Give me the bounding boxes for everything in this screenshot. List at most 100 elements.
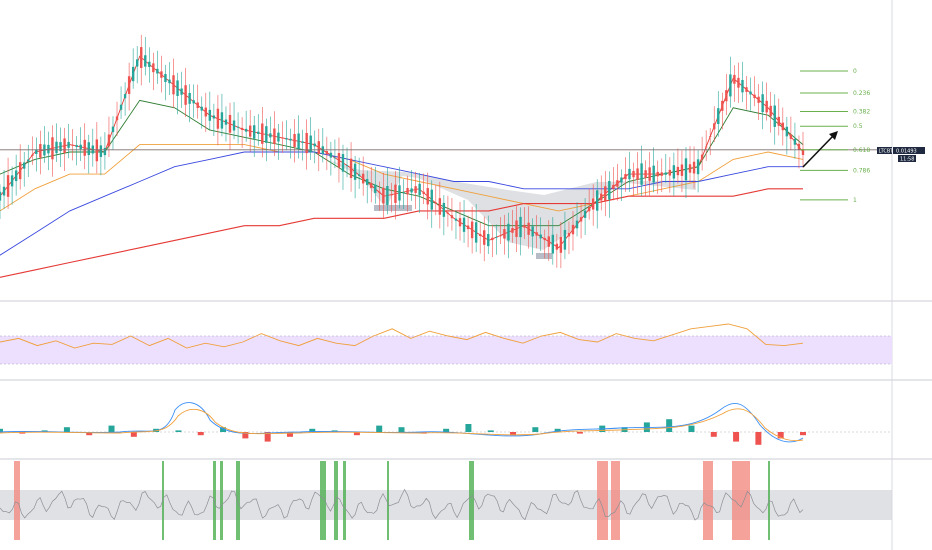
- candle-body: [717, 108, 720, 125]
- candle-body: [713, 123, 716, 130]
- candle-body: [168, 79, 171, 84]
- candle-body: [325, 151, 329, 155]
- macd-histogram-bar: [376, 425, 383, 432]
- candle-body: [353, 163, 357, 180]
- candle-body: [2, 186, 6, 196]
- last-price-label: 0.01493: [896, 149, 917, 155]
- macd-histogram-bar: [220, 427, 227, 432]
- candle-body: [700, 154, 704, 160]
- fib-level-label: 0.5: [853, 123, 863, 130]
- candle-body: [224, 119, 228, 125]
- candle-body: [765, 100, 768, 113]
- candle-body: [160, 71, 163, 78]
- macd-histogram-bar: [755, 432, 762, 445]
- candle-body: [583, 210, 587, 218]
- candle-body: [600, 193, 603, 201]
- candle-body: [668, 169, 672, 176]
- candle-body: [386, 185, 389, 206]
- candle-body: [801, 148, 805, 156]
- candle-body: [366, 179, 369, 185]
- projection-arrow[interactable]: [802, 134, 835, 168]
- candle-body: [608, 180, 611, 200]
- candle-body: [628, 168, 631, 180]
- candle-body: [293, 133, 296, 147]
- osc-highlight-bar: [236, 461, 240, 540]
- macd-histogram-bar: [398, 427, 405, 432]
- macd-histogram-bar: [532, 427, 539, 432]
- macd-histogram-bar: [130, 432, 137, 437]
- candle-body: [269, 133, 272, 138]
- moving-average-line: [0, 151, 803, 256]
- candle-body: [253, 125, 256, 139]
- candle-body: [575, 220, 579, 229]
- candle-body: [212, 115, 216, 119]
- candle-body: [176, 80, 179, 96]
- candle-body: [208, 109, 212, 121]
- osc-highlight-bar: [343, 461, 346, 540]
- candle-body: [438, 198, 442, 215]
- candle-body: [624, 174, 627, 180]
- macd-histogram-bar: [443, 428, 450, 432]
- candle-body: [725, 90, 728, 102]
- candle-body: [240, 127, 244, 130]
- candle-body: [527, 222, 530, 235]
- candle-body: [216, 108, 220, 129]
- fib-level-label: 1: [853, 197, 857, 204]
- candle-body: [273, 128, 276, 144]
- candle-body: [0, 191, 2, 201]
- last-price-tag: [893, 147, 925, 154]
- candle-body: [257, 131, 260, 134]
- candle-body: [107, 134, 111, 147]
- candle-body: [79, 144, 82, 150]
- candle-body: [67, 141, 70, 148]
- candle-body: [563, 229, 567, 250]
- symbol-tag: [877, 147, 892, 154]
- candle-body: [708, 136, 712, 138]
- candle-body: [14, 170, 18, 182]
- pattern-label-head: [536, 253, 552, 259]
- candle-body: [378, 191, 381, 193]
- candle-body: [10, 175, 14, 187]
- candle-body: [390, 194, 393, 196]
- candle-body: [789, 134, 793, 139]
- candle-body: [462, 217, 466, 232]
- candle-body: [478, 233, 482, 237]
- candle-body: [370, 182, 373, 188]
- macd-histogram-bar: [197, 432, 204, 436]
- macd-histogram-bar: [0, 428, 3, 432]
- candle-body: [47, 144, 50, 154]
- candle-body: [539, 234, 542, 239]
- candle-body: [75, 145, 78, 148]
- macd-histogram-bar: [63, 427, 70, 432]
- candle-body: [248, 125, 252, 137]
- osc-highlight-bar: [387, 461, 389, 540]
- candle-body: [664, 172, 668, 175]
- candle-body: [680, 164, 684, 176]
- candle-body: [305, 132, 308, 154]
- candle-body: [418, 183, 421, 196]
- candle-body: [466, 225, 470, 230]
- candle-body: [71, 144, 74, 146]
- candle-body: [729, 74, 732, 97]
- fib-levels[interactable]: 0 0.236 0.382 0.5 0.618 0.786 1: [800, 68, 870, 204]
- candle-body: [313, 143, 316, 147]
- candle-body: [265, 126, 268, 143]
- candle-body: [277, 132, 280, 142]
- candle-body: [636, 168, 639, 180]
- candle-body: [192, 100, 195, 104]
- candle-body: [684, 158, 688, 181]
- candle-body: [59, 142, 62, 152]
- candle-body: [499, 235, 502, 237]
- candle-body: [144, 55, 147, 67]
- candle-body: [228, 114, 232, 133]
- candle-body: [115, 116, 119, 121]
- candle-body: [604, 186, 607, 202]
- fib-level-label: 0.786: [853, 167, 870, 174]
- candle-body: [688, 164, 692, 173]
- candle-body: [733, 74, 736, 84]
- candle-body: [555, 243, 559, 250]
- macd-histogram-bar: [19, 432, 26, 434]
- candle-body: [204, 107, 207, 117]
- rsi-line: [0, 323, 804, 349]
